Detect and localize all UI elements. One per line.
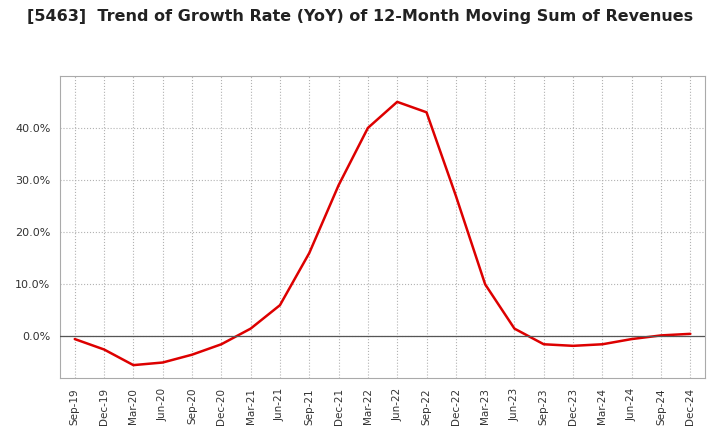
- Text: [5463]  Trend of Growth Rate (YoY) of 12-Month Moving Sum of Revenues: [5463] Trend of Growth Rate (YoY) of 12-…: [27, 9, 693, 24]
